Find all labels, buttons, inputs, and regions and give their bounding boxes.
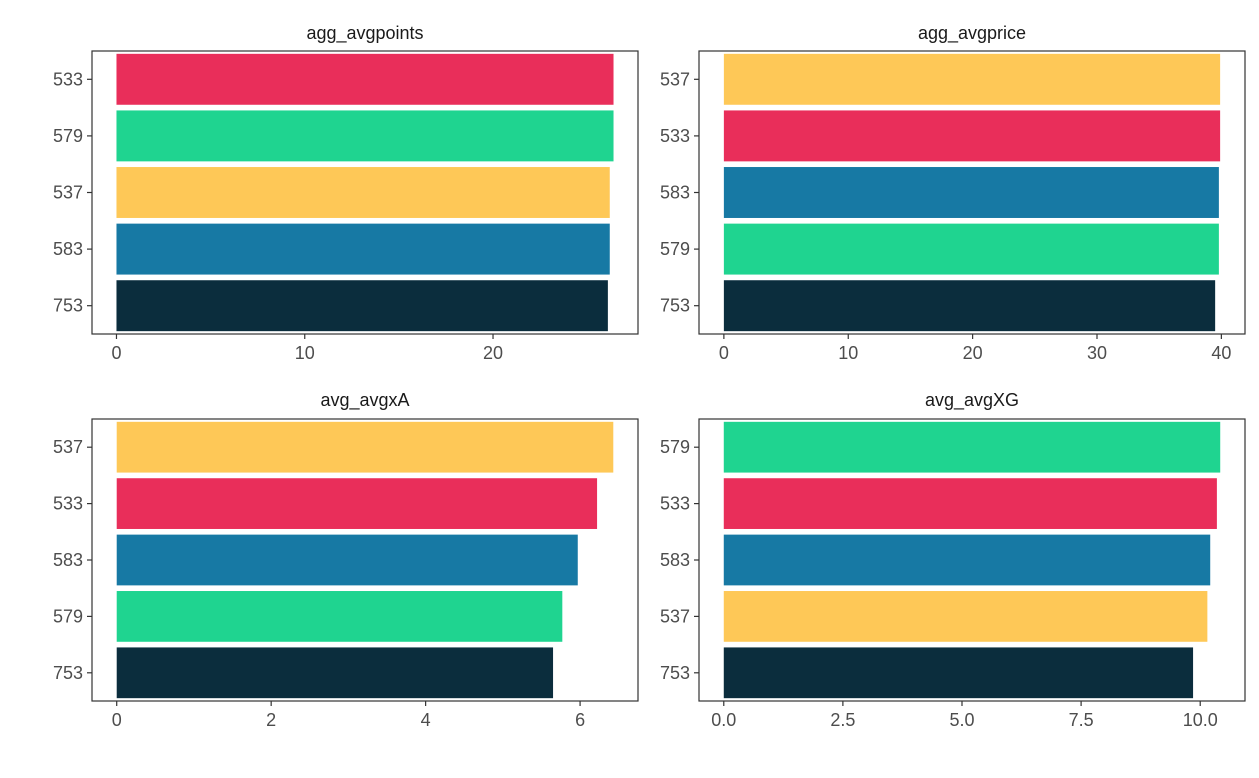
- panel-3: avg_avgxA 753 579 583 533 537 0 2 4 6: [53, 390, 639, 730]
- x-tick-label: 0: [111, 343, 121, 363]
- panel-1: agg_avgpoints 753 583 537 579 533 0 10 20: [53, 23, 639, 363]
- y-tick-label: 753: [660, 296, 690, 316]
- x-tick-label: 5.0: [949, 710, 974, 730]
- bar-533: [116, 478, 598, 529]
- x-tick-label: 0: [112, 710, 122, 730]
- bar-537: [116, 167, 610, 218]
- x-tick-label: 10: [295, 343, 315, 363]
- x-tick-label: 40: [1211, 343, 1231, 363]
- x-tick-label: 2.5: [830, 710, 855, 730]
- y-tick-label: 583: [660, 550, 690, 570]
- panel-border: [91, 418, 639, 702]
- panel-title: agg_avgprice: [918, 23, 1026, 44]
- bar-533: [723, 110, 1221, 162]
- bar-753: [723, 647, 1194, 699]
- x-tick-label: 7.5: [1069, 710, 1094, 730]
- bar-579: [723, 223, 1219, 275]
- bar-579: [116, 591, 563, 642]
- panel-2: agg_avgprice 753 579 583 533 537 0 10 20 30 40: [660, 23, 1246, 363]
- bar-583: [116, 223, 610, 275]
- y-tick-label: 533: [660, 126, 690, 146]
- y-tick-label: 533: [53, 69, 83, 89]
- y-tick-label: 533: [53, 494, 83, 514]
- x-tick-label: 6: [575, 710, 585, 730]
- y-tick-label: 579: [660, 239, 690, 259]
- bar-753: [116, 647, 554, 699]
- bar-753: [723, 280, 1216, 332]
- bar-583: [116, 534, 578, 586]
- panel-title: avg_avgxA: [320, 390, 409, 411]
- bar-579: [723, 421, 1221, 473]
- panel-border: [698, 418, 1246, 702]
- x-tick-label: 0.0: [711, 710, 736, 730]
- panel-border: [698, 50, 1246, 335]
- x-tick-label: 10.0: [1183, 710, 1218, 730]
- y-tick-label: 753: [660, 663, 690, 683]
- y-tick-label: 537: [53, 183, 83, 203]
- bar-583: [723, 534, 1211, 586]
- y-tick-label: 583: [53, 550, 83, 570]
- y-tick-label: 579: [53, 606, 83, 626]
- y-tick-label: 579: [53, 126, 83, 146]
- x-tick-label: 20: [963, 343, 983, 363]
- y-tick-label: 753: [53, 296, 83, 316]
- x-tick-label: 10: [838, 343, 858, 363]
- y-tick-label: 537: [660, 606, 690, 626]
- y-tick-label: 579: [660, 437, 690, 457]
- y-tick-label: 533: [660, 494, 690, 514]
- panel-title: avg_avgXG: [925, 390, 1019, 411]
- x-tick-label: 30: [1087, 343, 1107, 363]
- x-tick-label: 2: [266, 710, 276, 730]
- x-tick-label: 0: [719, 343, 729, 363]
- x-tick-label: 4: [421, 710, 431, 730]
- x-tick-label: 20: [483, 343, 503, 363]
- panel-border: [91, 50, 639, 335]
- y-tick-label: 753: [53, 663, 83, 683]
- y-tick-label: 537: [660, 69, 690, 89]
- bar-537: [723, 591, 1208, 642]
- bar-537: [116, 421, 614, 473]
- y-tick-label: 583: [660, 183, 690, 203]
- bar-533: [723, 478, 1217, 529]
- bar-753: [116, 280, 608, 332]
- bar-579: [116, 110, 614, 162]
- bar-533: [116, 53, 614, 105]
- bar-537: [723, 53, 1221, 105]
- y-tick-label: 583: [53, 239, 83, 259]
- panel-4: avg_avgXG 753 537 583 533 579 0.0 2.5 5.0 7.5 10.0: [660, 390, 1246, 730]
- panel-title: agg_avgpoints: [306, 23, 423, 44]
- bar-583: [723, 167, 1219, 218]
- y-tick-label: 537: [53, 437, 83, 457]
